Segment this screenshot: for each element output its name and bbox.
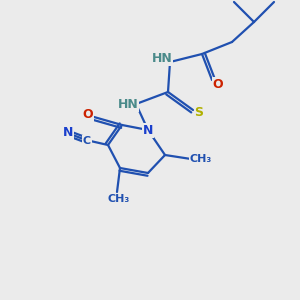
Text: O: O <box>213 77 223 91</box>
Text: N: N <box>63 125 73 139</box>
Text: HN: HN <box>152 52 172 64</box>
Text: O: O <box>83 109 93 122</box>
Text: CH₃: CH₃ <box>190 154 212 164</box>
Text: N: N <box>143 124 153 136</box>
Text: S: S <box>194 106 203 118</box>
Text: C: C <box>83 136 91 146</box>
Text: HN: HN <box>118 98 138 110</box>
Text: CH₃: CH₃ <box>108 194 130 204</box>
